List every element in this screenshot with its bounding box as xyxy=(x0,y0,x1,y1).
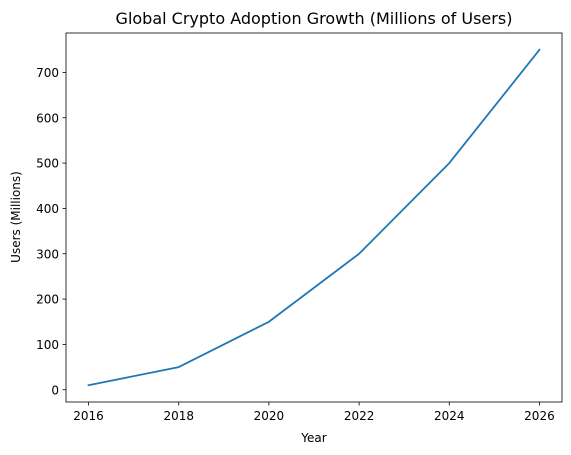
y-tick-label: 0 xyxy=(51,383,59,397)
x-axis-label: Year xyxy=(300,431,326,445)
x-axis: 2016 2018 2020 2022 2024 2026 xyxy=(73,402,555,423)
x-tick-label: 2020 xyxy=(254,409,285,423)
y-axis-label: Users (Millions) xyxy=(9,171,23,263)
plot-frame xyxy=(65,32,563,403)
x-tick-label: 2022 xyxy=(344,409,375,423)
y-axis: 0 100 200 300 400 500 600 700 xyxy=(36,66,66,397)
series-group xyxy=(87,48,541,387)
chart-title: Global Crypto Adoption Growth (Millions … xyxy=(116,9,513,28)
y-tick-label: 200 xyxy=(36,293,59,307)
series-line xyxy=(87,48,541,387)
x-tick-label: 2018 xyxy=(163,409,194,423)
y-tick-label: 100 xyxy=(36,338,59,352)
x-tick-label: 2026 xyxy=(524,409,555,423)
y-tick-label: 400 xyxy=(36,202,59,216)
y-tick-label: 600 xyxy=(36,111,59,125)
x-tick-label: 2016 xyxy=(73,409,104,423)
y-tick-label: 700 xyxy=(36,66,59,80)
y-tick-label: 300 xyxy=(36,247,59,261)
x-tick-label: 2024 xyxy=(434,409,465,423)
y-tick-label: 500 xyxy=(36,157,59,171)
